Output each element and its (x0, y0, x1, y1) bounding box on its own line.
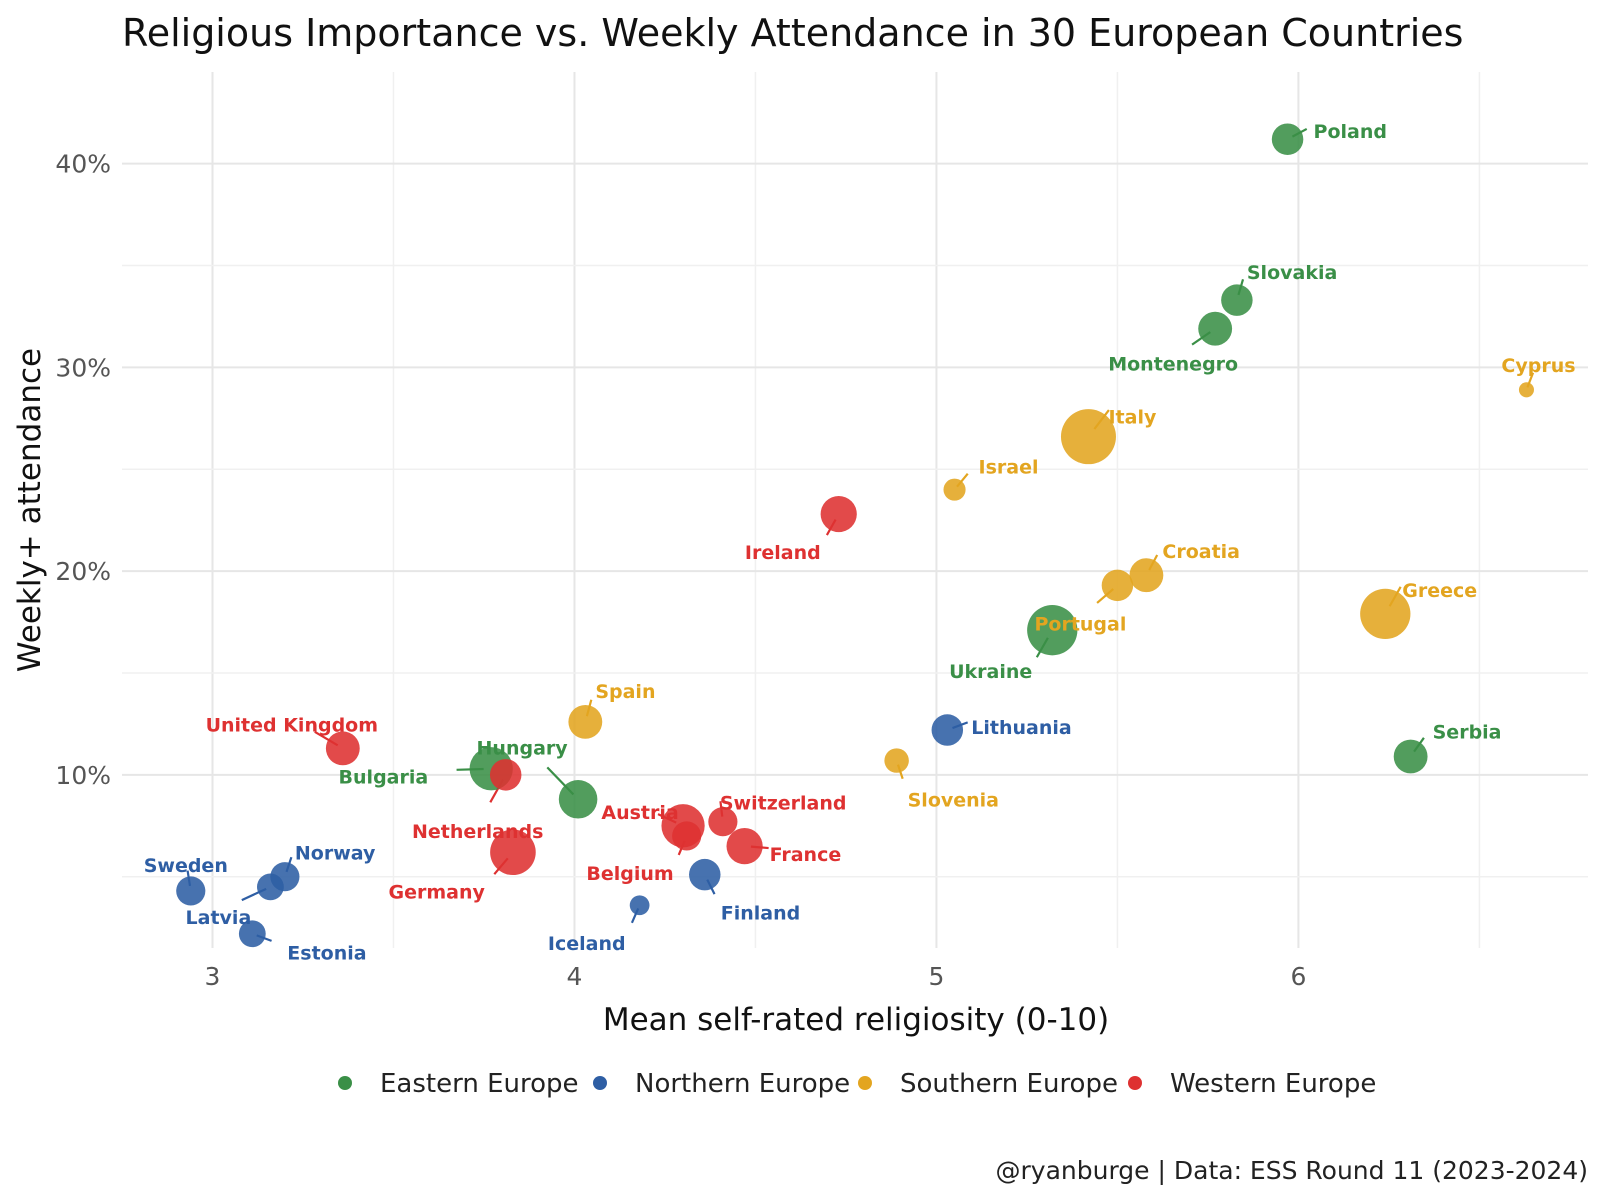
point-sweden (176, 876, 206, 906)
legend-label-southern-europe: Southern Europe (900, 1069, 1118, 1099)
label-portugal: Portugal (1034, 613, 1126, 635)
point-united-kingdom (325, 731, 360, 766)
x-tick-label: 4 (567, 962, 583, 991)
label-austria: Austria (601, 802, 678, 824)
point-serbia (1393, 739, 1428, 774)
y-tick-label: 20% (55, 557, 111, 586)
label-slovenia: Slovenia (908, 790, 999, 812)
legend-swatch-eastern-europe (338, 1076, 352, 1090)
point-slovakia (1221, 284, 1253, 316)
point-italy (1060, 409, 1116, 465)
point-croatia (1129, 558, 1164, 593)
point-netherlands (489, 759, 522, 791)
legend-label-northern-europe: Northern Europe (635, 1069, 850, 1099)
x-tick-label: 6 (1290, 962, 1306, 991)
point-estonia (238, 920, 266, 948)
point-finland (689, 858, 721, 891)
y-tick-label: 40% (55, 150, 111, 179)
point-ireland (820, 495, 857, 533)
label-lithuania: Lithuania (971, 717, 1071, 739)
axis-ticks: 3 4 5 6 10% 20% 30% 40% (55, 150, 1306, 991)
label-estonia: Estonia (287, 943, 366, 965)
label-iceland: Iceland (548, 933, 626, 955)
chart-title: Religious Importance vs. Weekly Attendan… (122, 11, 1463, 55)
legend-swatch-northern-europe (593, 1076, 607, 1090)
legend-label-western-europe: Western Europe (1170, 1069, 1376, 1099)
x-tick-label: 5 (928, 962, 944, 991)
legend-swatch-southern-europe (858, 1076, 872, 1090)
y-axis-title: Weekly+ attendance (12, 348, 48, 672)
label-cyprus: Cyprus (1501, 355, 1575, 377)
label-poland: Poland (1314, 121, 1387, 143)
legend-label-eastern-europe: Eastern Europe (380, 1069, 579, 1099)
label-greece: Greece (1402, 580, 1477, 602)
legend-swatch-western-europe (1128, 1076, 1142, 1090)
label-germany: Germany (389, 881, 486, 903)
label-netherlands: Netherlands (412, 821, 543, 843)
point-spain (568, 704, 603, 739)
label-france: France (770, 844, 842, 866)
label-united-kingdom: United Kingdom (206, 714, 378, 736)
label-montenegro: Montenegro (1108, 354, 1238, 376)
label-norway: Norway (295, 843, 376, 865)
point-belgium (672, 821, 702, 851)
label-belgium: Belgium (586, 863, 673, 885)
point-switzerland (708, 807, 738, 837)
label-spain: Spain (595, 681, 655, 703)
label-sweden: Sweden (144, 855, 228, 877)
x-tick-label: 3 (205, 962, 221, 991)
label-leaders (186, 127, 1535, 942)
label-ukraine: Ukraine (949, 661, 1032, 683)
point-hungary (558, 780, 598, 819)
label-finland: Finland (721, 903, 800, 925)
label-italy: Italy (1108, 407, 1156, 429)
legend: Eastern Europe Northern Europe Southern Eu… (338, 1069, 1376, 1099)
label-slovakia: Slovakia (1247, 262, 1337, 284)
point-lithuania (931, 714, 964, 746)
point-cyprus (1518, 382, 1534, 398)
point-montenegro (1198, 311, 1233, 346)
point-ukraine (1027, 605, 1078, 656)
label-switzerland: Switzerland (720, 793, 847, 815)
point-poland (1271, 123, 1304, 155)
point-latvia (257, 873, 284, 901)
y-tick-label: 10% (55, 761, 111, 790)
point-israel (943, 478, 966, 501)
point-germany (490, 829, 536, 876)
label-hungary: Hungary (477, 737, 569, 759)
caption: @ryanburge | Data: ESS Round 11 (2023-20… (996, 1156, 1588, 1185)
data-points (176, 123, 1534, 948)
point-slovenia (884, 748, 909, 773)
point-france (726, 828, 763, 865)
point-greece (1360, 588, 1411, 640)
label-bulgaria: Bulgaria (339, 767, 429, 789)
label-israel: Israel (979, 457, 1039, 479)
point-iceland (629, 895, 650, 916)
point-portugal (1101, 569, 1134, 602)
label-latvia: Latvia (186, 907, 252, 929)
x-axis-title: Mean self-rated religiosity (0-10) (603, 1002, 1109, 1038)
plot-grid (122, 72, 1588, 948)
point-labels: Poland Slovakia Montenegro Ukraine Serbia Hun… (144, 121, 1576, 965)
label-serbia: Serbia (1433, 722, 1502, 744)
label-croatia: Croatia (1162, 541, 1240, 563)
y-tick-label: 30% (55, 353, 111, 382)
label-ireland: Ireland (745, 542, 821, 564)
